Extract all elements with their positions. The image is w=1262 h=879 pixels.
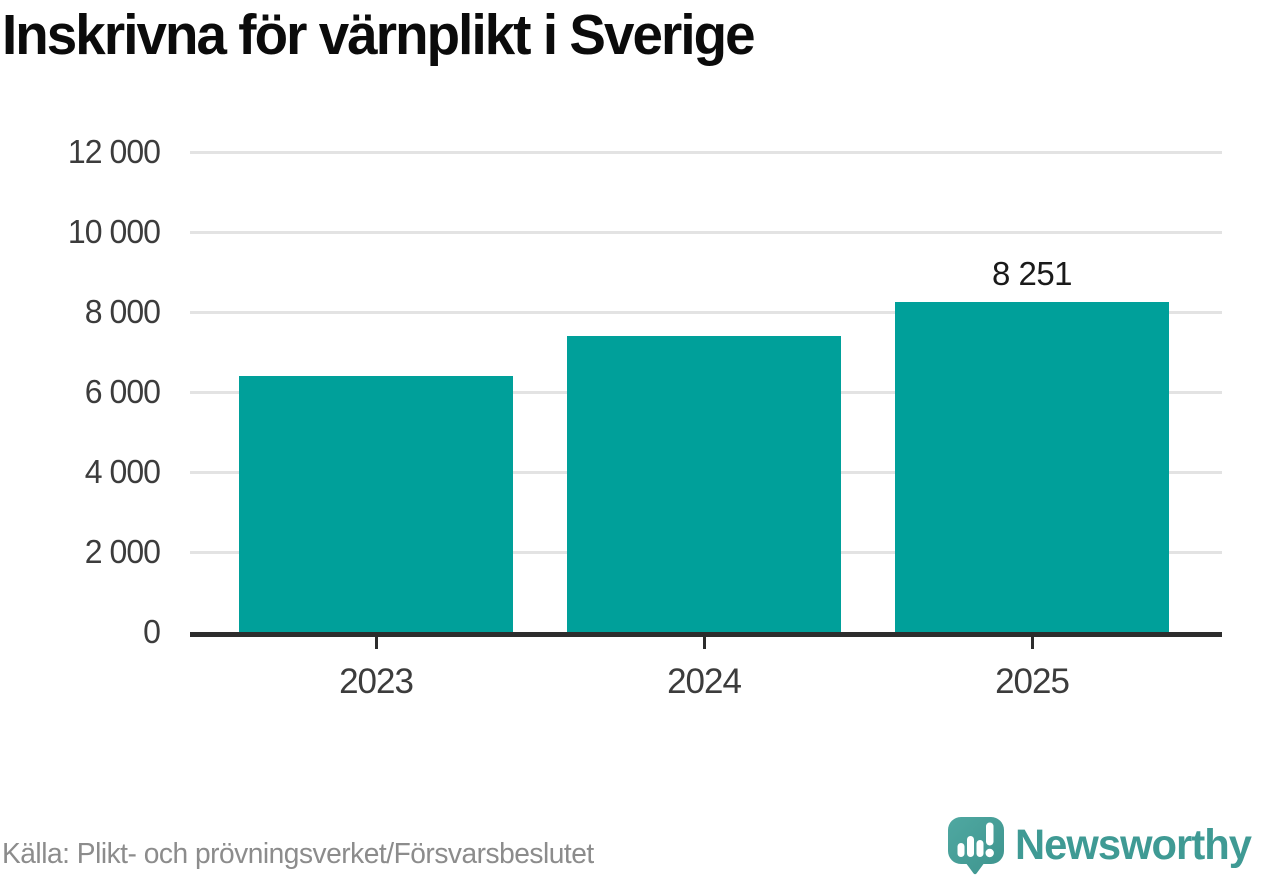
- x-axis-tick-2025: [1030, 637, 1034, 649]
- y-axis-tick-label: 8 000: [84, 293, 161, 330]
- x-axis-tick-label-2025: 2025: [995, 662, 1070, 701]
- bar-2024: [567, 336, 841, 632]
- x-axis-line: [190, 632, 1222, 637]
- x-axis-tick-label-2023: 2023: [339, 662, 414, 701]
- source-note: Källa: Plikt- och prövningsverket/Försva…: [2, 838, 594, 870]
- gridline-12000: [190, 151, 1222, 154]
- x-axis-tick-2023: [374, 637, 378, 649]
- y-axis-tick-label: 0: [143, 613, 161, 650]
- gridline-10000: [190, 231, 1222, 234]
- gridline-8000: [190, 311, 1222, 314]
- x-axis-tick-label-2024: 2024: [667, 662, 742, 701]
- bar-2025: [895, 302, 1169, 632]
- bar-value-label-2025: 8 251: [991, 255, 1073, 292]
- y-axis-tick-label: 6 000: [84, 373, 161, 410]
- newsworthy-brand: Newsworthy: [947, 816, 1258, 875]
- y-axis-tick-label: 10 000: [67, 213, 161, 250]
- y-axis-tick-label: 4 000: [84, 453, 161, 490]
- y-axis-tick-label: 12 000: [67, 133, 161, 170]
- x-axis-tick-2024: [702, 637, 706, 649]
- chart-title: Inskrivna för värnplikt i Sverige: [2, 3, 756, 67]
- y-axis-tick-label: 2 000: [84, 533, 161, 570]
- newsworthy-speech-bubble-bar-chart-icon: [947, 817, 1004, 875]
- newsworthy-wordmark: Newsworthy: [1014, 821, 1252, 869]
- bar-2023: [239, 376, 513, 632]
